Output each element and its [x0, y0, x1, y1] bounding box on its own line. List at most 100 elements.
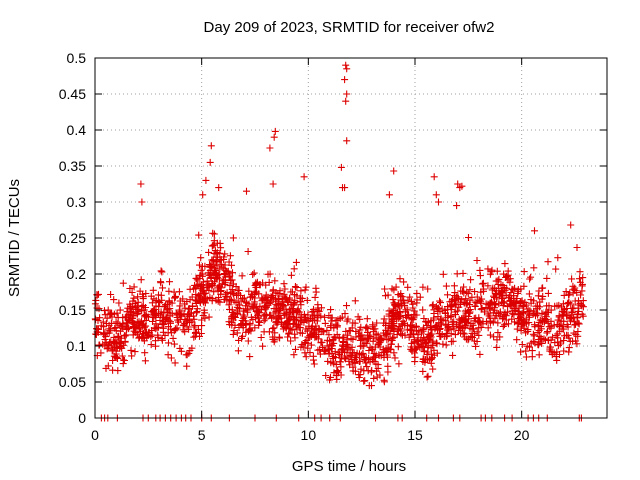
data-point — [522, 347, 530, 355]
data-point — [314, 346, 322, 354]
data-point — [297, 301, 305, 309]
data-point — [174, 316, 182, 324]
data-point — [411, 311, 419, 319]
data-point — [368, 382, 375, 390]
data-point — [262, 281, 270, 289]
data-point — [376, 371, 384, 379]
data-point — [364, 325, 372, 333]
data-point — [552, 353, 560, 361]
y-tick-label: 0.15 — [59, 302, 86, 318]
data-point — [191, 322, 199, 329]
data-point — [119, 279, 127, 287]
data-point — [334, 349, 342, 357]
data-point — [114, 367, 122, 375]
data-point — [192, 284, 200, 292]
data-point — [486, 304, 493, 312]
data-point — [419, 306, 427, 314]
data-point — [255, 290, 263, 298]
data-point — [405, 311, 413, 319]
data-point — [192, 299, 200, 307]
data-point — [536, 332, 544, 340]
data-point — [230, 327, 238, 335]
data-point — [395, 303, 403, 311]
data-point — [347, 352, 355, 360]
data-point — [450, 297, 458, 305]
data-point — [366, 343, 374, 351]
data-point — [307, 315, 314, 323]
data-point — [466, 306, 474, 314]
data-point — [166, 278, 173, 286]
data-point — [549, 333, 557, 341]
data-point — [398, 293, 406, 301]
data-point — [453, 270, 461, 278]
data-point — [332, 317, 340, 324]
data-point — [565, 344, 573, 352]
data-point — [234, 287, 242, 294]
data-point — [429, 365, 437, 373]
data-point — [313, 311, 321, 319]
data-point — [327, 306, 335, 314]
data-point — [276, 289, 284, 297]
data-point — [576, 268, 584, 276]
data-point — [260, 328, 268, 336]
data-point — [228, 288, 236, 296]
data-point — [202, 176, 210, 184]
data-point — [421, 336, 429, 344]
data-point — [291, 297, 299, 305]
data-point — [197, 266, 205, 274]
data-point — [425, 335, 433, 343]
data-point — [111, 353, 119, 361]
data-point — [457, 287, 465, 295]
data-point — [227, 277, 235, 285]
data-point — [225, 258, 233, 266]
data-point — [137, 180, 145, 188]
data-point — [545, 323, 553, 331]
data-point — [357, 351, 365, 359]
data-point — [446, 298, 454, 306]
data-point — [527, 273, 535, 281]
data-point — [214, 253, 222, 261]
data-point — [343, 349, 351, 357]
data-point — [360, 377, 368, 385]
data-point — [256, 319, 264, 326]
data-point — [573, 340, 581, 348]
data-point — [563, 321, 571, 328]
data-point — [196, 261, 203, 269]
data-point — [349, 359, 357, 367]
data-point — [110, 296, 118, 304]
data-point — [128, 289, 136, 296]
data-point — [486, 305, 494, 313]
data-point — [400, 297, 408, 305]
data-point — [579, 274, 587, 282]
data-point — [333, 322, 341, 330]
data-point — [565, 348, 573, 356]
data-point — [172, 309, 180, 317]
data-point — [513, 336, 521, 344]
data-point — [206, 158, 214, 166]
data-point — [427, 317, 435, 325]
data-point — [215, 271, 223, 279]
data-point — [107, 338, 115, 346]
data-point — [356, 357, 364, 365]
data-point — [357, 323, 365, 331]
data-point — [142, 329, 150, 337]
data-point — [503, 273, 510, 281]
data-point — [126, 285, 134, 292]
data-point — [311, 293, 319, 301]
data-point — [176, 306, 183, 314]
data-point — [401, 301, 408, 309]
data-point — [159, 313, 167, 321]
data-point — [188, 293, 196, 301]
data-point — [463, 288, 471, 296]
data-point — [487, 299, 495, 307]
data-point — [454, 293, 462, 301]
data-point — [157, 308, 165, 316]
data-point — [181, 304, 189, 312]
data-point — [451, 301, 459, 309]
data-point — [386, 330, 394, 338]
data-point — [366, 358, 374, 366]
data-point — [218, 280, 226, 288]
data-point — [135, 319, 143, 327]
data-point — [343, 65, 351, 73]
data-point — [226, 297, 234, 305]
